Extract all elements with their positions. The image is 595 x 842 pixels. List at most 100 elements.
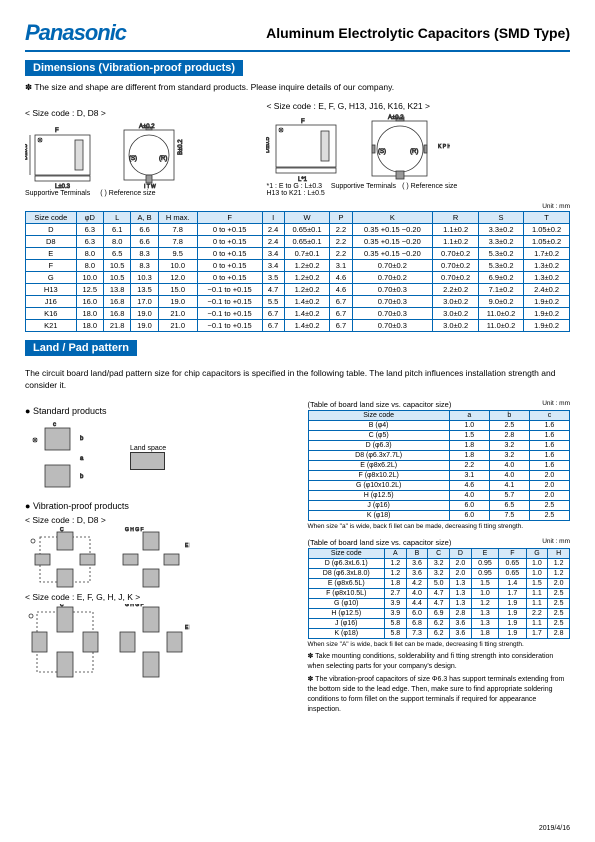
svg-text:E D A B: E D A B (185, 543, 190, 549)
table-header: E (471, 548, 498, 558)
tbl2-caption: (Table of board land size vs. capacitor … (308, 538, 452, 547)
std-products-head: Standard products (25, 406, 288, 416)
table-header: H max. (158, 212, 197, 224)
table-row: K2118.021.819.021.0−0.1 to +0.156.71.4±0… (26, 320, 570, 332)
table-row: G10.010.510.312.00 to +0.153.51.2±0.24.6… (26, 272, 570, 284)
tbl2-unit: Unit : mm (542, 538, 570, 547)
table-row: J (φ16)5.86.86.23.61.31.91.12.5 (308, 618, 570, 628)
table-header: a (449, 410, 489, 420)
table-header: G (526, 548, 548, 558)
dimensions-note: ✽ The size and shape are different from … (25, 82, 570, 93)
svg-text:b: b (80, 474, 84, 480)
land-space-icon (130, 452, 165, 470)
table-row: D6.36.16.67.80 to +0.152.40.65±0.12.20.3… (26, 224, 570, 236)
table-row: B (φ4)1.02.51.6 (308, 420, 570, 430)
table-header: K (352, 212, 433, 224)
svg-text:C: C (60, 527, 64, 533)
table-header: A, B (131, 212, 158, 224)
std-pad-diagram: c b a b (25, 420, 115, 495)
land-space-label: Land space (130, 445, 166, 452)
tbl2-foot: When size "A" is wide, back fi llet can … (308, 641, 571, 648)
ref-size-text: ( ) Reference size (100, 190, 155, 197)
table-header: Size code (308, 410, 449, 420)
table-row: K (φ18)5.87.36.23.61.81.91.72.8 (308, 628, 570, 638)
table-header: I (262, 212, 284, 224)
vib-efg-diag2: G H G F E D A B (115, 604, 190, 679)
table-header: T (524, 212, 570, 224)
svg-text:G H G F: G H G F (125, 527, 144, 533)
table-header: C (428, 548, 450, 558)
table-row: K1618.016.819.021.0−0.1 to +0.156.71.4±0… (26, 308, 570, 320)
support-terminals-text-2: Supportive Terminals (331, 183, 396, 197)
svg-text:C: C (60, 604, 64, 608)
table-row: E (φ8x6.2L)2.24.01.6 (308, 460, 570, 470)
svg-text:a: a (80, 456, 84, 462)
star-note-2: ✽ The vibration-proof capacitors of size… (308, 675, 571, 714)
land-table-2: Size codeABCDEFGHD (φ6.3xL6.1)1.23.63.22… (308, 548, 571, 639)
table-header: W (284, 212, 330, 224)
header: Panasonic Aluminum Electrolytic Capacito… (25, 20, 570, 52)
table-row: D (φ6.3xL6.1)1.23.63.22.00.950.651.01.2 (308, 558, 570, 568)
table-row: D8 (φ6.3x7.7L)1.83.21.6 (308, 450, 570, 460)
table-row: H1312.513.813.515.0−0.1 to +0.154.71.2±0… (26, 284, 570, 296)
table-header: φD (76, 212, 103, 224)
svg-text:F: F (55, 128, 59, 134)
vib-size-dd8: < Size code : D, D8 > (25, 515, 288, 525)
diag-efg-top: A±0.2 (S)(R) K P H I (360, 113, 450, 183)
svg-text:(R): (R) (159, 156, 167, 162)
svg-text:F: F (301, 119, 305, 125)
table-row: F8.010.58.310.00 to +0.153.41.2±0.23.10.… (26, 260, 570, 272)
table-header: b (489, 410, 529, 420)
table-header: H (548, 548, 570, 558)
tbl1-caption: (Table of board land size vs. capacitor … (308, 400, 452, 409)
diag-dd8-top: A±0.2B±0.2 (S)(R) I T W (114, 120, 194, 190)
table-row: G (φ10)3.94.44.71.31.21.91.12.5 (308, 598, 570, 608)
table-row: D8 (φ6.3xL8.0)1.23.63.22.00.950.651.01.2 (308, 568, 570, 578)
diag-efg-side: D±0.5 FL*1 (266, 113, 356, 183)
land-intro: The circuit board land/pad pattern size … (25, 368, 570, 392)
table-row: E8.06.58.39.50 to +0.153.40.7±0.12.20.35… (26, 248, 570, 260)
table-row: G (φ10x10.2L)4.64.12.0 (308, 480, 570, 490)
svg-text:K P H I: K P H I (438, 144, 450, 150)
table-header: L (103, 212, 130, 224)
table-header: Size code (308, 548, 384, 558)
svg-text:(S): (S) (378, 149, 386, 155)
svg-text:c: c (53, 422, 56, 428)
section-dimensions-title: Dimensions (Vibration-proof products) (25, 60, 243, 76)
page-title: Aluminum Electrolytic Capacitors (SMD Ty… (266, 25, 570, 41)
table-row: F (φ8x10.5L)2.74.04.71.31.01.71.12.5 (308, 588, 570, 598)
svg-text:A±0.2: A±0.2 (388, 115, 404, 121)
table-header: B (406, 548, 428, 558)
star1-note: *1 : E to G : L±0.3 H13 to K21 : L±0.5 (266, 183, 324, 197)
svg-text:(S): (S) (129, 156, 137, 162)
table-row: J (φ16)6.06.52.5 (308, 500, 570, 510)
table-header: P (330, 212, 352, 224)
unit-label-1: Unit : mm (25, 203, 570, 210)
vib-dd8-diag1: C (25, 527, 105, 592)
table-row: J1616.016.817.019.0−0.1 to +0.155.51.4±0… (26, 296, 570, 308)
land-table-1: Size codeabcB (φ4)1.02.51.6C (φ5)1.52.81… (308, 410, 571, 521)
svg-text:A±0.2: A±0.2 (139, 124, 155, 130)
diag-right-label: < Size code : E, F, G, H13, J16, K16, K2… (266, 101, 570, 111)
dimensions-table: Size codeφDLA, BH max.FIWPKRSTD6.36.16.6… (25, 211, 570, 332)
star-note-1: ✽ Take mounting conditions, solderabilit… (308, 652, 571, 672)
tbl1-unit: Unit : mm (542, 400, 570, 409)
table-header: F (197, 212, 262, 224)
table-row: F (φ8x10.2L)3.14.02.0 (308, 470, 570, 480)
svg-text:D±0.5: D±0.5 (25, 143, 29, 160)
table-header: D (450, 548, 472, 558)
table-header: Size code (26, 212, 77, 224)
table-row: C (φ5)1.52.81.6 (308, 430, 570, 440)
vib-products-head: Vibration-proof products (25, 501, 288, 511)
diagram-row: < Size code : D, D8 > D±0.5 FL±0.3 A±0.2… (25, 101, 570, 197)
section-land-title: Land / Pad pattern (25, 340, 137, 356)
vib-efg-diag1: C (25, 604, 105, 679)
vib-dd8-diag2: G H G F E D A B (115, 527, 190, 592)
support-terminals-text: Supportive Terminals (25, 190, 90, 197)
svg-text:b: b (80, 436, 84, 442)
table-header: F (499, 548, 526, 558)
table-row: H (φ12.5)4.05.72.0 (308, 490, 570, 500)
table-row: D86.38.06.67.80 to +0.152.40.65±0.12.20.… (26, 236, 570, 248)
table-header: c (529, 410, 569, 420)
diag-left-label: < Size code : D, D8 > (25, 108, 258, 118)
